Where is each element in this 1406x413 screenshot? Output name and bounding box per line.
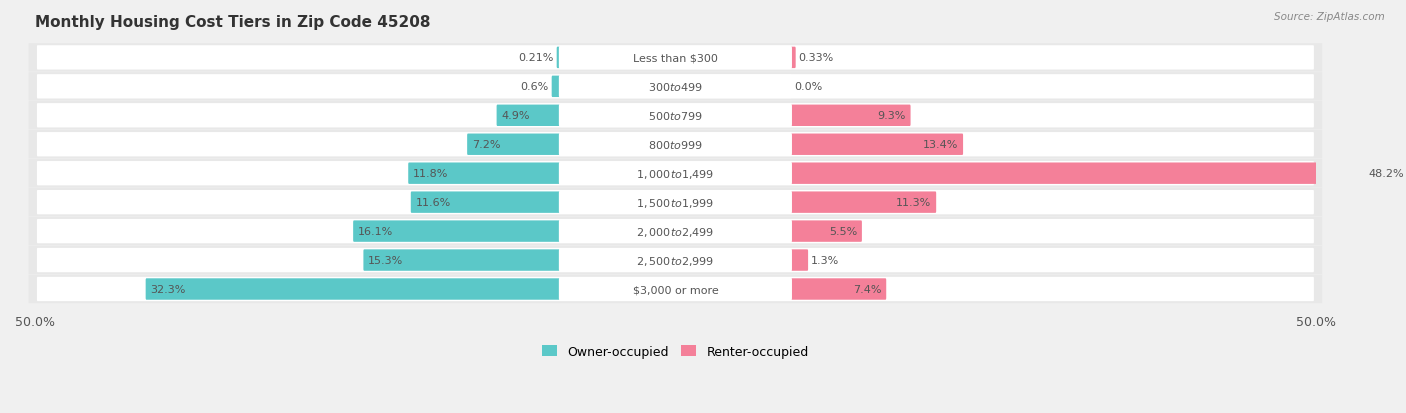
FancyBboxPatch shape [790,250,808,271]
FancyBboxPatch shape [37,46,1313,70]
FancyBboxPatch shape [558,75,792,99]
FancyBboxPatch shape [551,76,561,98]
Text: 16.1%: 16.1% [357,227,394,237]
FancyBboxPatch shape [28,188,1322,217]
FancyBboxPatch shape [37,133,1313,157]
FancyBboxPatch shape [790,105,911,127]
Text: 0.21%: 0.21% [519,53,554,63]
FancyBboxPatch shape [557,47,561,69]
FancyBboxPatch shape [558,220,792,243]
FancyBboxPatch shape [790,163,1406,185]
Text: 32.3%: 32.3% [150,284,186,294]
Text: 15.3%: 15.3% [368,255,404,266]
Text: 48.2%: 48.2% [1368,169,1405,179]
FancyBboxPatch shape [363,250,561,271]
FancyBboxPatch shape [790,134,963,156]
FancyBboxPatch shape [28,131,1322,159]
Text: Source: ZipAtlas.com: Source: ZipAtlas.com [1274,12,1385,22]
Text: 7.2%: 7.2% [472,140,501,150]
FancyBboxPatch shape [790,221,862,242]
Text: $3,000 or more: $3,000 or more [633,284,718,294]
FancyBboxPatch shape [37,161,1313,186]
Text: 0.6%: 0.6% [520,82,548,92]
Text: $800 to $999: $800 to $999 [648,139,703,151]
FancyBboxPatch shape [37,104,1313,128]
FancyBboxPatch shape [411,192,561,214]
FancyBboxPatch shape [28,246,1322,275]
Text: 0.0%: 0.0% [794,82,823,92]
Text: 11.8%: 11.8% [413,169,449,179]
Text: $1,500 to $1,999: $1,500 to $1,999 [637,196,714,209]
FancyBboxPatch shape [28,217,1322,246]
Text: 1.3%: 1.3% [811,255,839,266]
FancyBboxPatch shape [28,102,1322,130]
Text: $1,000 to $1,499: $1,000 to $1,499 [637,167,714,180]
FancyBboxPatch shape [467,134,561,156]
FancyBboxPatch shape [558,162,792,185]
Text: $300 to $499: $300 to $499 [648,81,703,93]
FancyBboxPatch shape [28,73,1322,101]
Text: Less than $300: Less than $300 [633,53,718,63]
Text: 9.3%: 9.3% [877,111,905,121]
FancyBboxPatch shape [408,163,561,185]
Text: $500 to $799: $500 to $799 [648,110,703,122]
Text: Monthly Housing Cost Tiers in Zip Code 45208: Monthly Housing Cost Tiers in Zip Code 4… [35,15,430,30]
FancyBboxPatch shape [558,104,792,128]
FancyBboxPatch shape [790,192,936,214]
FancyBboxPatch shape [496,105,561,127]
Text: 13.4%: 13.4% [924,140,959,150]
FancyBboxPatch shape [28,44,1322,72]
FancyBboxPatch shape [37,190,1313,215]
Text: $2,000 to $2,499: $2,000 to $2,499 [637,225,714,238]
FancyBboxPatch shape [558,133,792,157]
Text: 11.6%: 11.6% [415,198,451,208]
FancyBboxPatch shape [37,277,1313,301]
FancyBboxPatch shape [37,248,1313,273]
FancyBboxPatch shape [37,75,1313,99]
FancyBboxPatch shape [353,221,561,242]
FancyBboxPatch shape [37,219,1313,244]
FancyBboxPatch shape [790,279,886,300]
FancyBboxPatch shape [558,46,792,70]
FancyBboxPatch shape [790,47,796,69]
FancyBboxPatch shape [28,159,1322,188]
Text: 11.3%: 11.3% [896,198,932,208]
FancyBboxPatch shape [558,191,792,214]
FancyBboxPatch shape [28,275,1322,304]
Text: 0.33%: 0.33% [799,53,834,63]
Text: $2,500 to $2,999: $2,500 to $2,999 [637,254,714,267]
FancyBboxPatch shape [146,279,561,300]
Text: 7.4%: 7.4% [853,284,882,294]
FancyBboxPatch shape [558,249,792,272]
Text: 5.5%: 5.5% [830,227,858,237]
Legend: Owner-occupied, Renter-occupied: Owner-occupied, Renter-occupied [537,340,814,363]
FancyBboxPatch shape [558,278,792,301]
Text: 4.9%: 4.9% [501,111,530,121]
